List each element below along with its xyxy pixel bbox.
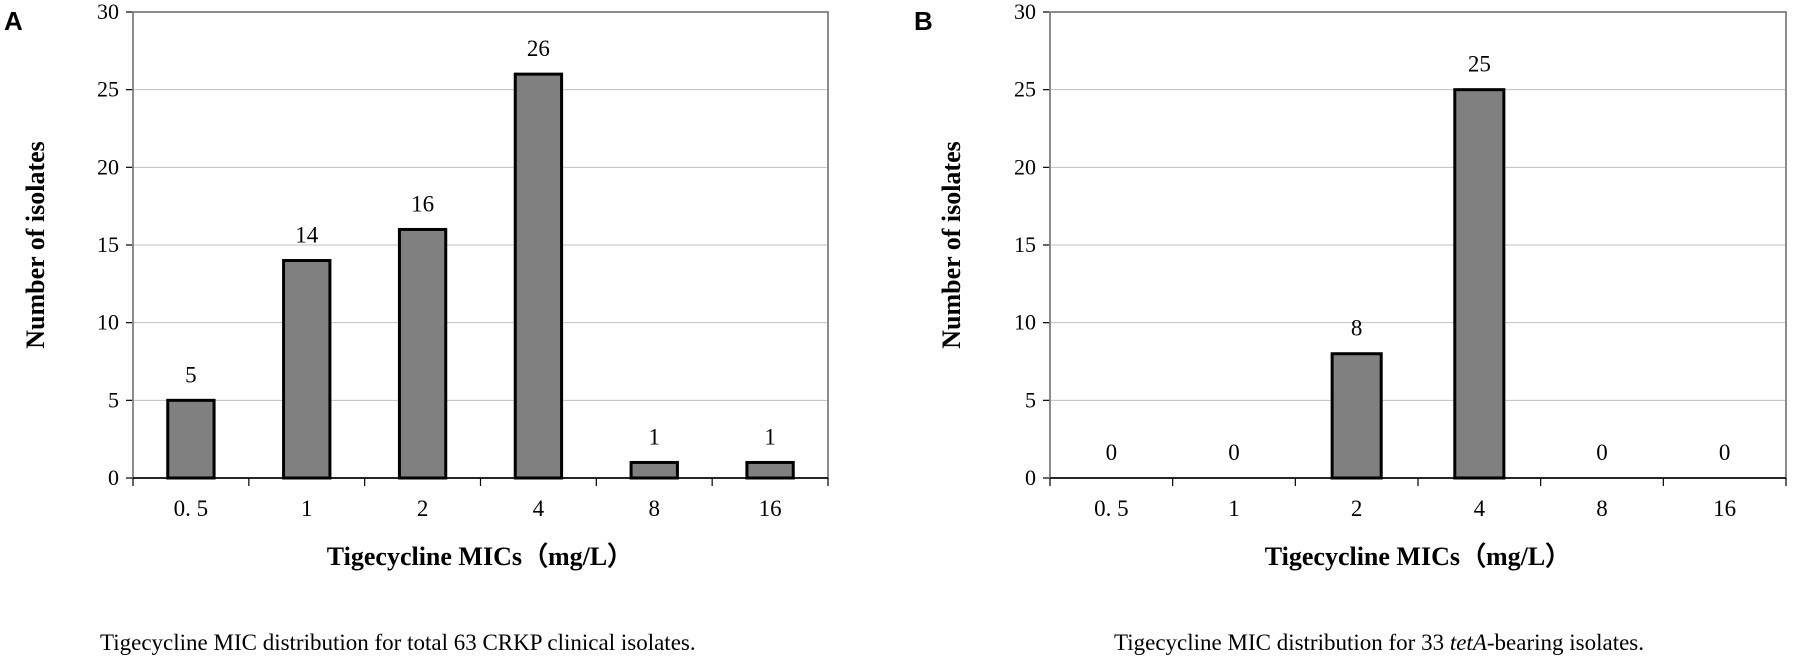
- panel-a-caption: Tigecycline MIC distribution for total 6…: [100, 630, 696, 655]
- panel-b-x-tick-label: 8: [1596, 496, 1608, 521]
- panel-a-y-tick-label: 15: [97, 232, 119, 257]
- panel-a-label: A: [4, 6, 23, 36]
- caption-part: Tigecycline MIC distribution for 33: [1114, 630, 1450, 655]
- panel-a-bar: [397, 227, 448, 480]
- panel-b-label: B: [914, 6, 933, 36]
- caption-part: -bearing isolates.: [1487, 630, 1644, 655]
- panel-a-y-tick-label: 30: [97, 0, 119, 24]
- panel-a-data-label: 1: [649, 424, 661, 449]
- panel-b-y-tick-label: 15: [1014, 232, 1036, 257]
- panel-b-x-tick-label: 2: [1351, 496, 1363, 521]
- panel-b-y-tick-label: 20: [1014, 154, 1036, 179]
- panel-b-x-tick-label: 4: [1474, 496, 1486, 521]
- panel-a-bar: [282, 259, 332, 480]
- panel-a-data-label: 5: [185, 362, 197, 387]
- panel-b-x-axis-title: Tigecycline MICs（mg/L）: [1265, 542, 1571, 571]
- panel-b-y-tick-label: 30: [1014, 0, 1036, 24]
- panel-a-x-tick-label: 2: [417, 496, 429, 521]
- panel-b-bar: [1330, 352, 1383, 480]
- panel-b-caption: Tigecycline MIC distribution for 33 tetA…: [1114, 630, 1644, 655]
- panel-a-y-tick-label: 25: [97, 77, 119, 102]
- panel-a-bar: [166, 398, 216, 480]
- panel-a-data-label: 16: [411, 191, 434, 216]
- panel-b-y-tick-label: 25: [1014, 77, 1036, 102]
- panel-b-y-tick-label: 5: [1025, 387, 1036, 412]
- panel-a-data-label: 26: [527, 36, 550, 61]
- panel-b-data-label: 25: [1468, 52, 1491, 77]
- panel-a-y-tick-label: 10: [97, 310, 119, 335]
- panel-a-y-axis-title: Number of isolates: [21, 141, 50, 349]
- panel-b-x-tick-label: 16: [1713, 496, 1736, 521]
- panel-a-y-tick-label: 20: [97, 154, 119, 179]
- panel-a-x-tick-label: 0. 5: [174, 496, 209, 521]
- gene-name-italic: tetA: [1450, 630, 1488, 655]
- panel-a-x-tick-label: 4: [533, 496, 545, 521]
- panel-b-x-tick-label: 1: [1228, 496, 1240, 521]
- panel-b-data-label: 0: [1596, 440, 1608, 465]
- panel-a-data-label: 14: [295, 223, 319, 248]
- panel-b-bar: [1453, 88, 1506, 480]
- panel-b-data-label: 8: [1351, 316, 1363, 341]
- panel-b-data-label: 0: [1228, 440, 1240, 465]
- panel-b-data-label: 0: [1719, 440, 1731, 465]
- panel-a-bar: [629, 460, 679, 480]
- panel-b-x-tick-label: 0. 5: [1094, 496, 1129, 521]
- panel-a-data-label: 1: [764, 424, 776, 449]
- panel-a-x-tick-label: 8: [649, 496, 661, 521]
- panel-a-x-tick-label: 1: [301, 496, 313, 521]
- panel-b-y-axis-title: Number of isolates: [937, 141, 966, 349]
- panel-a-x-axis-title: Tigecycline MICs（mg/L）: [327, 542, 633, 571]
- panel-a-y-tick-label: 0: [108, 465, 119, 490]
- panel-a-x-tick-label: 16: [759, 496, 782, 521]
- panel-a-bar: [745, 460, 795, 480]
- panel-b-y-tick-label: 10: [1014, 310, 1036, 335]
- panel-a-bar: [513, 72, 564, 480]
- panel-b-y-tick-label: 0: [1025, 465, 1036, 490]
- panel-a-y-tick-label: 5: [108, 387, 119, 412]
- panel-b-data-label: 0: [1106, 440, 1118, 465]
